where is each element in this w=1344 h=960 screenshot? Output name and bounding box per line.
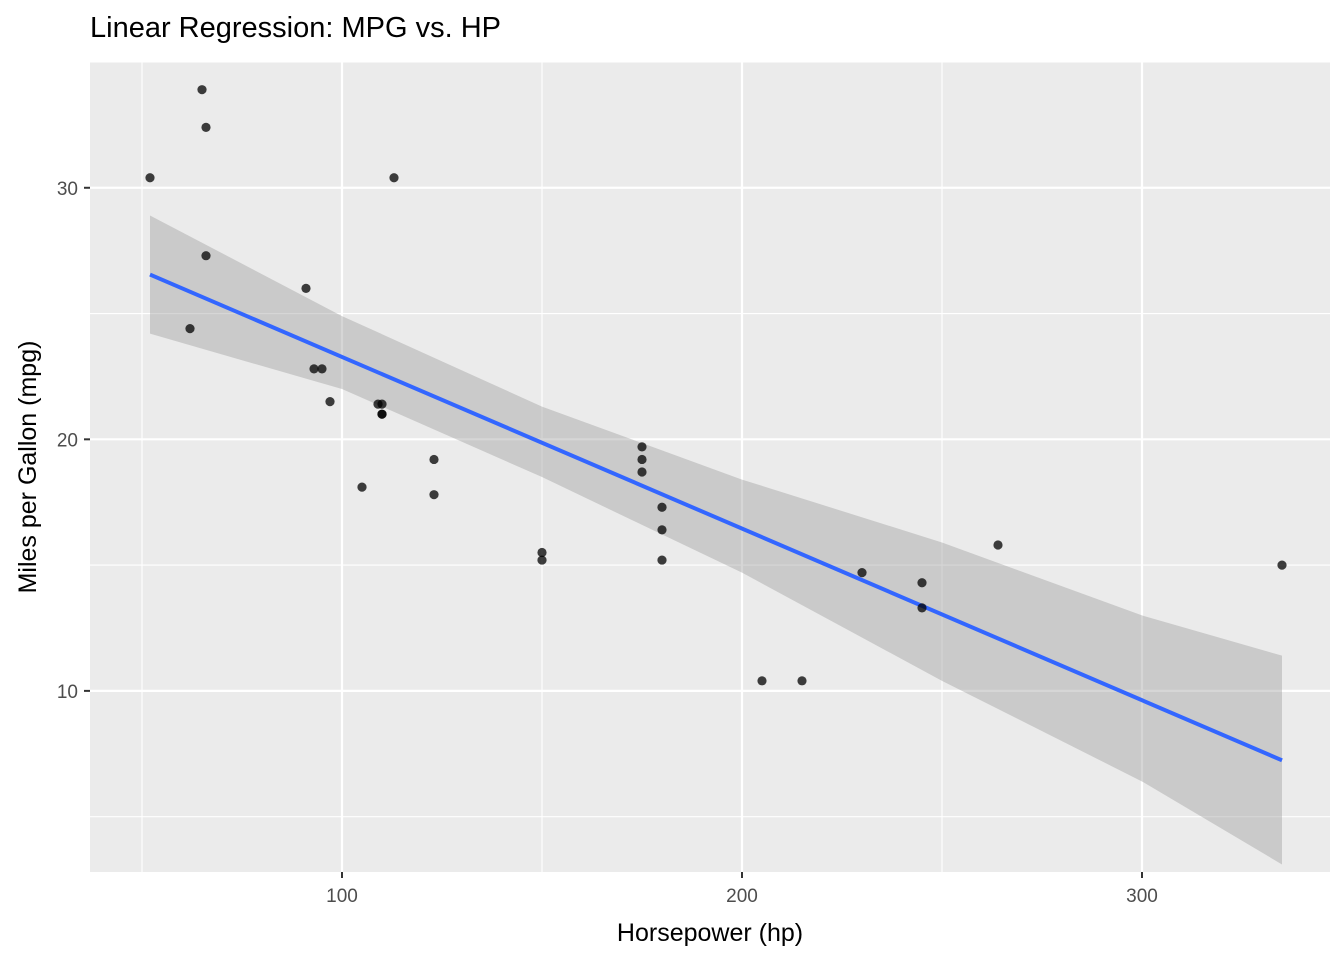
regression-line [149, 272, 1283, 763]
data-point [377, 409, 387, 419]
y-tick-label: 30 [57, 179, 78, 200]
data-point [301, 283, 311, 293]
data-point [657, 502, 667, 512]
data-point [637, 467, 647, 477]
y-tick-label: 10 [57, 682, 78, 703]
data-point [197, 85, 207, 95]
data-point [797, 676, 807, 686]
data-point [325, 396, 335, 407]
data-point [637, 442, 647, 452]
minor-gridlines [90, 61, 1330, 872]
data-point [657, 525, 667, 535]
data-point [537, 555, 547, 565]
y-tick-label: 20 [57, 430, 78, 451]
data-points [145, 85, 1287, 686]
plot-panel [90, 62, 1330, 872]
data-point [429, 454, 439, 465]
data-point [637, 454, 647, 465]
data-point [145, 173, 155, 183]
data-point [857, 568, 867, 578]
data-point [317, 364, 327, 374]
data-point [757, 676, 767, 686]
data-point [917, 603, 927, 613]
data-point [373, 399, 383, 409]
chart-title: Linear Regression: MPG vs. HP [90, 12, 501, 44]
y-axis-title: Miles per Gallon (mpg) [14, 341, 42, 594]
data-point [429, 490, 439, 500]
y-axis-ticks: 10 20 30 [57, 179, 90, 703]
data-point [185, 324, 195, 334]
confidence-band [150, 215, 1282, 865]
x-tick-label: 200 [726, 886, 758, 907]
data-point [201, 251, 211, 261]
x-axis-title: Horsepower (hp) [617, 919, 803, 947]
x-tick-label: 300 [1126, 886, 1158, 907]
data-point [917, 578, 927, 588]
x-axis-ticks: 100 200 300 [326, 872, 1158, 907]
data-point [389, 173, 399, 183]
major-gridlines [90, 62, 1330, 872]
data-point [993, 540, 1003, 550]
data-point [201, 122, 211, 133]
x-tick-label: 100 [326, 886, 358, 907]
data-point [537, 547, 547, 558]
data-point [357, 482, 367, 492]
data-point [309, 364, 319, 374]
data-point [1277, 560, 1287, 570]
data-point [657, 555, 667, 565]
